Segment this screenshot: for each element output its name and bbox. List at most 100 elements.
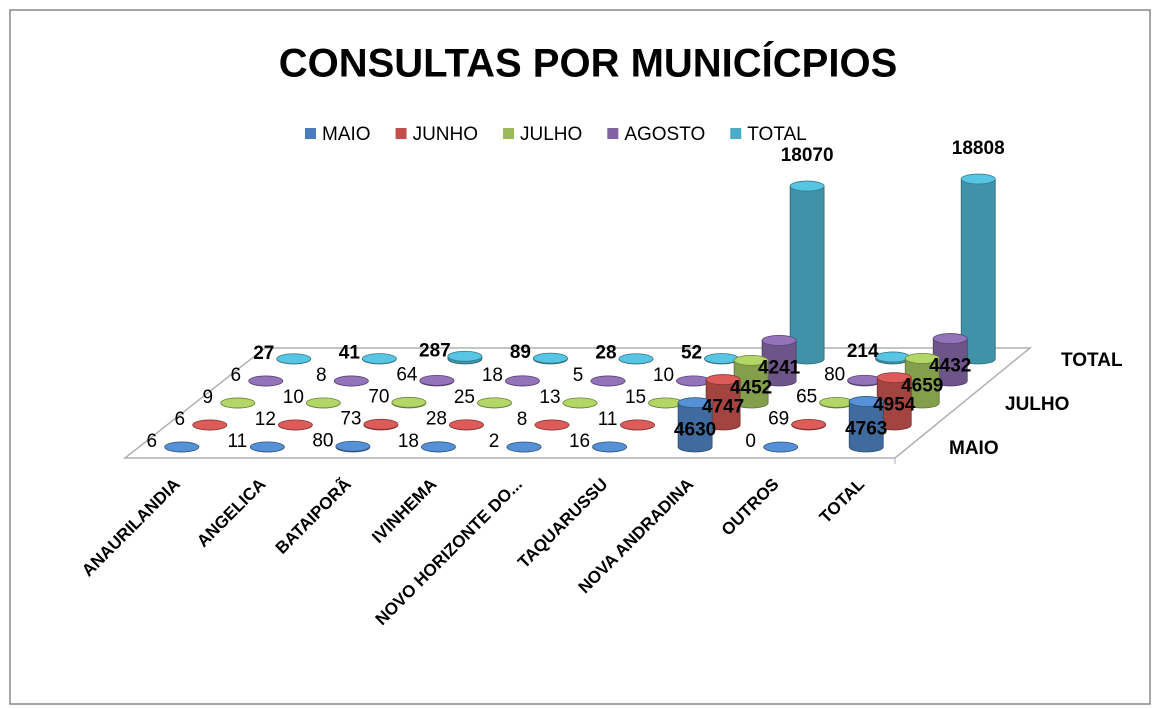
cylinder (848, 396, 884, 453)
data-label: 4763 (845, 418, 887, 439)
cylinder-top (733, 354, 769, 366)
cylinder-top (791, 418, 827, 430)
data-label: 16 (569, 431, 590, 452)
cylinder-top (648, 397, 683, 409)
cylinder (534, 419, 570, 431)
cylinder (620, 419, 655, 431)
cylinder (506, 441, 542, 453)
data-label: 10 (283, 387, 304, 408)
legend-swatch (730, 128, 742, 139)
cylinder-body (677, 402, 713, 453)
cylinder-top (361, 353, 397, 365)
cylinder-top (391, 396, 427, 408)
data-label: 41 (339, 343, 361, 364)
cylinder (192, 419, 228, 431)
cylinder-top (447, 350, 483, 362)
cylinder (248, 375, 284, 387)
cylinder-top (248, 375, 284, 387)
cylinder-top (477, 397, 512, 409)
cylinder (704, 353, 739, 365)
cylinder (761, 335, 797, 387)
data-label: 64 (396, 364, 418, 385)
cylinder (477, 397, 512, 409)
cylinder-top (506, 441, 542, 453)
data-label: 15 (625, 387, 646, 408)
cylinder (618, 353, 654, 365)
cylinder-top (676, 375, 711, 387)
data-label: 0 (745, 431, 756, 452)
cylinder-top (505, 375, 540, 387)
data-label: 8 (316, 365, 327, 386)
data-label: 6 (174, 409, 185, 430)
cylinder (705, 374, 741, 431)
cylinder-top (534, 419, 570, 431)
cylinder-body (848, 401, 884, 453)
legend-label: AGOSTO (624, 124, 705, 145)
data-label: 89 (510, 342, 531, 363)
data-label: 4954 (873, 395, 916, 416)
cylinder-top (333, 375, 369, 387)
cylinder-top (876, 372, 912, 383)
data-label: 11 (598, 409, 618, 430)
cylinder-top (789, 180, 825, 192)
data-label: 8 (517, 409, 528, 430)
cylinder-top (421, 441, 456, 453)
depth-label: TOTAL (1061, 350, 1123, 371)
data-label: 28 (595, 343, 616, 364)
cylinder (676, 375, 711, 387)
cylinder-body (960, 178, 996, 365)
data-label: 18 (398, 431, 419, 452)
cylinder-top (620, 419, 655, 431)
data-label: 6 (230, 365, 241, 386)
data-label: 13 (539, 387, 560, 408)
cylinder-top (819, 396, 855, 408)
cylinder-top (847, 374, 883, 386)
cylinder-top (249, 441, 285, 453)
cylinder-top (875, 351, 911, 363)
cylinder (276, 353, 312, 365)
cylinder (960, 173, 996, 365)
cylinder-top (763, 441, 799, 453)
cylinder (449, 419, 484, 431)
data-label: 4432 (929, 356, 971, 377)
cylinder-top (761, 335, 797, 346)
legend: MAIO JUNHO JULHO AGOSTO TOTAL (305, 124, 807, 145)
cylinder (447, 350, 483, 365)
cylinder-top (277, 419, 313, 431)
data-label: 28 (426, 409, 447, 430)
legend-label: MAIO (322, 124, 371, 145)
cylinder (277, 419, 313, 431)
cylinder (505, 375, 540, 387)
cylinder-top (419, 374, 455, 386)
data-label: 12 (255, 409, 276, 430)
cylinder (677, 397, 713, 453)
data-label: 70 (368, 386, 389, 407)
data-label: 27 (253, 343, 274, 364)
cylinder (249, 441, 285, 453)
depth-label: MAIO (949, 438, 999, 459)
cylinder (363, 418, 399, 431)
data-label: 80 (824, 364, 845, 385)
cylinder (361, 353, 397, 365)
cylinder (419, 374, 455, 387)
cylinder (590, 375, 626, 387)
cylinder (789, 180, 825, 365)
cylinder-top (305, 397, 341, 409)
data-label: 4452 (730, 377, 772, 398)
data-label: 18808 (952, 138, 1005, 159)
cylinder-top (276, 353, 312, 365)
legend-label: JULHO (520, 124, 582, 145)
cylinder (533, 352, 568, 365)
data-label: 52 (681, 343, 702, 364)
cylinder-top (618, 353, 654, 365)
cylinder (648, 397, 683, 409)
data-label: 25 (454, 387, 475, 408)
cylinder (421, 441, 456, 453)
cylinder (791, 418, 827, 431)
legend-swatch (503, 128, 515, 139)
cylinder-top (533, 352, 568, 364)
cylinder (847, 374, 883, 387)
cylinder-top (705, 374, 741, 385)
cylinder-top (590, 375, 626, 387)
data-label: 80 (312, 430, 333, 451)
